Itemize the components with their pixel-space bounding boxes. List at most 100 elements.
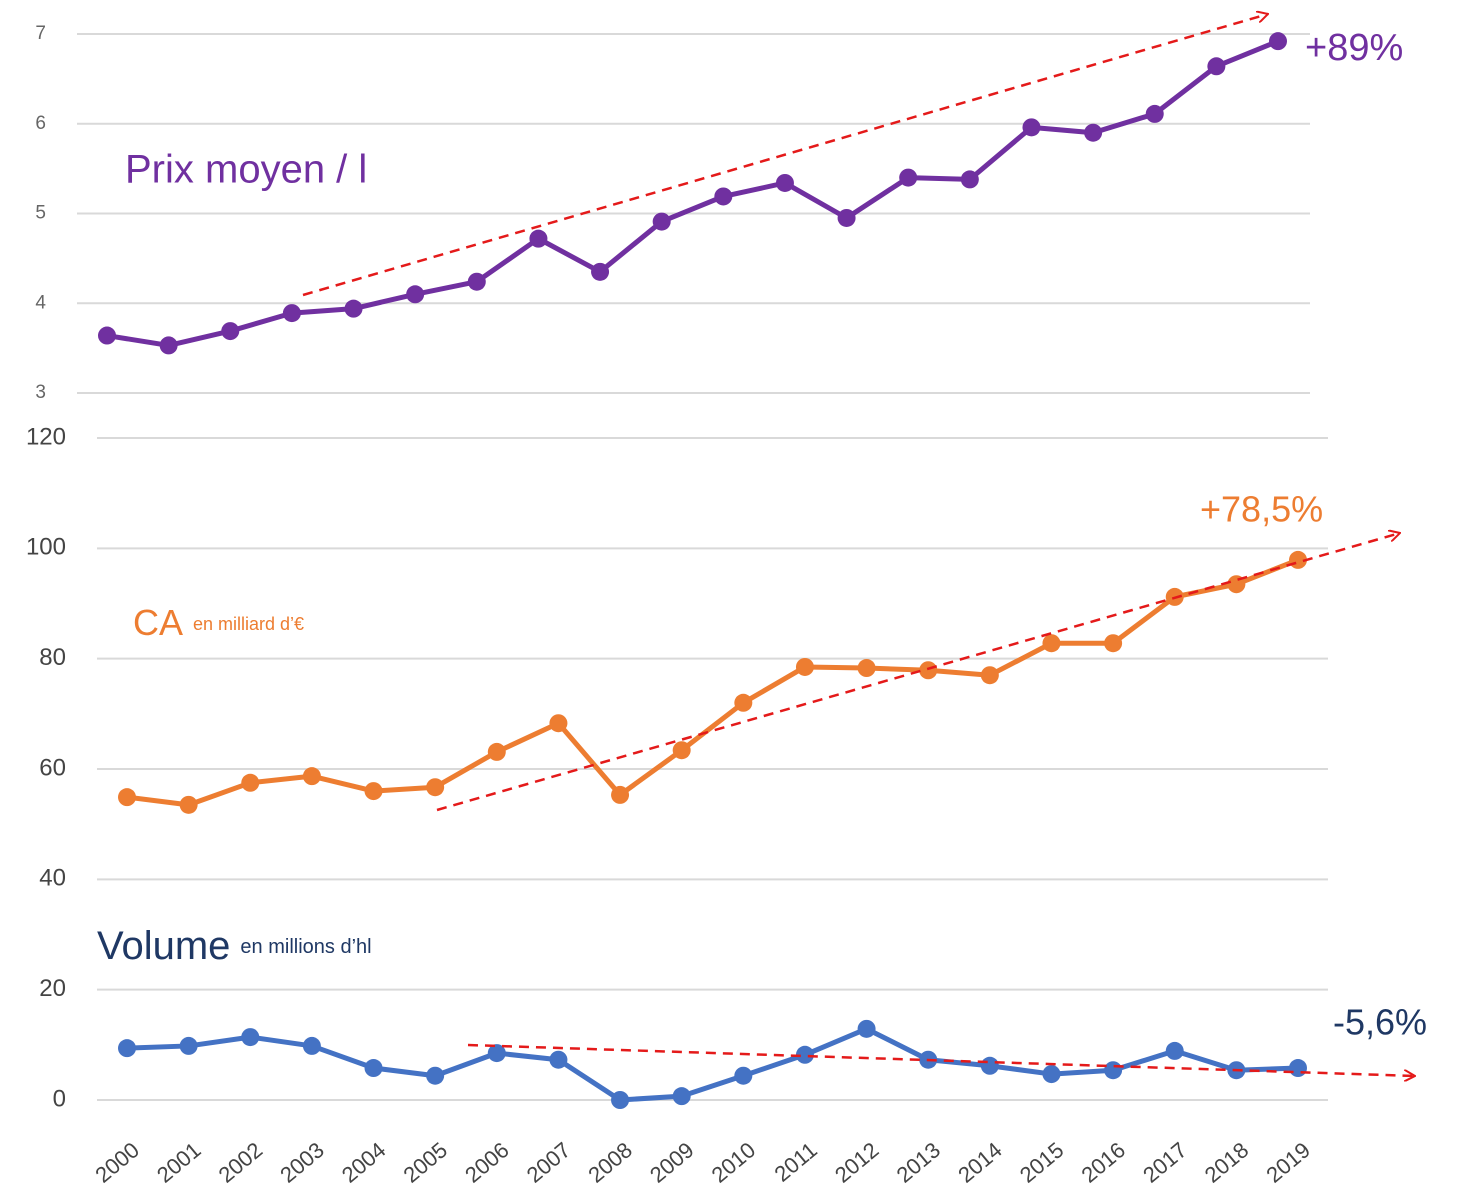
point bbox=[1165, 1041, 1184, 1060]
point bbox=[241, 773, 260, 792]
point bbox=[549, 1050, 568, 1069]
y-tick-label: 0 bbox=[53, 1085, 66, 1112]
point bbox=[795, 1045, 814, 1064]
point bbox=[672, 1087, 691, 1106]
point bbox=[426, 778, 445, 797]
point bbox=[837, 208, 856, 227]
x-tick-label: 2013 bbox=[892, 1137, 946, 1188]
point bbox=[426, 1066, 445, 1085]
annotation: +89% bbox=[1305, 27, 1403, 69]
x-tick-label: 2009 bbox=[645, 1137, 699, 1188]
y-tick-label: 4 bbox=[35, 292, 46, 313]
point bbox=[118, 788, 136, 807]
x-tick-label: 2007 bbox=[522, 1137, 576, 1188]
point bbox=[364, 782, 383, 801]
point bbox=[980, 666, 999, 685]
x-tick-label: 2004 bbox=[337, 1137, 391, 1188]
point bbox=[775, 173, 794, 192]
point bbox=[1104, 634, 1123, 653]
point bbox=[652, 212, 671, 231]
x-tick-label: 2014 bbox=[953, 1137, 1007, 1188]
trend-arrow bbox=[436, 533, 1400, 812]
annotation: -5,6% bbox=[1333, 1002, 1427, 1043]
y-tick-label: 20 bbox=[39, 975, 66, 1002]
point bbox=[1042, 1065, 1061, 1084]
x-tick-label: 2011 bbox=[770, 1137, 822, 1187]
point bbox=[857, 1019, 876, 1038]
series-line bbox=[126, 1026, 1299, 1103]
x-tick-label: 2006 bbox=[460, 1137, 514, 1188]
series-line bbox=[126, 557, 1299, 808]
point bbox=[1269, 32, 1287, 51]
series-label: Volume en millions d’hl bbox=[97, 924, 372, 968]
point bbox=[611, 1091, 630, 1109]
trend-arrow bbox=[302, 14, 1268, 297]
x-tick-label: 2016 bbox=[1076, 1137, 1130, 1188]
point bbox=[857, 659, 876, 678]
x-tick-label: 2000 bbox=[90, 1137, 144, 1188]
point bbox=[980, 1056, 999, 1075]
point bbox=[734, 1066, 753, 1085]
series-name: CA bbox=[133, 602, 183, 643]
x-tick-label: 2017 bbox=[1138, 1137, 1192, 1188]
point bbox=[406, 285, 425, 304]
point bbox=[487, 742, 506, 761]
point bbox=[734, 693, 753, 712]
trend-arrows bbox=[302, 14, 1415, 1076]
y-tick-label: 120 bbox=[26, 423, 66, 450]
x-tick-label: 2015 bbox=[1015, 1137, 1069, 1188]
y-tick-label: 5 bbox=[35, 203, 46, 224]
point bbox=[919, 661, 938, 680]
point bbox=[179, 795, 198, 814]
point bbox=[1042, 634, 1061, 653]
y-tick-label: 3 bbox=[35, 382, 46, 403]
point bbox=[672, 741, 691, 760]
annotation: +78,5% bbox=[1200, 489, 1323, 530]
point bbox=[302, 767, 321, 786]
point bbox=[241, 1028, 260, 1047]
series-label: Prix moyen / l bbox=[125, 148, 367, 192]
point bbox=[1145, 104, 1164, 123]
point bbox=[1104, 1061, 1123, 1080]
point bbox=[795, 657, 814, 676]
x-tick-label: 2010 bbox=[707, 1137, 761, 1188]
point bbox=[159, 336, 178, 355]
x-tick-label: 2018 bbox=[1200, 1137, 1254, 1188]
point bbox=[611, 785, 630, 804]
trend-arrow bbox=[467, 1043, 1415, 1076]
y-tick-label: 7 bbox=[35, 23, 46, 44]
point bbox=[179, 1036, 198, 1055]
point bbox=[1084, 123, 1103, 142]
point bbox=[487, 1044, 506, 1063]
point bbox=[1207, 57, 1226, 76]
y-tick-label: 6 bbox=[35, 113, 46, 134]
point bbox=[1289, 1059, 1307, 1078]
point bbox=[98, 326, 116, 345]
point bbox=[302, 1036, 321, 1055]
point bbox=[221, 322, 240, 341]
point bbox=[282, 304, 301, 323]
point bbox=[1022, 118, 1041, 137]
point bbox=[344, 299, 363, 318]
x-tick-label: 2002 bbox=[214, 1137, 268, 1188]
series-line bbox=[106, 38, 1279, 348]
point bbox=[467, 272, 486, 291]
y-tick-label: 100 bbox=[26, 534, 66, 561]
point bbox=[118, 1039, 136, 1058]
series-name: Volume bbox=[97, 924, 230, 968]
x-tick-label: 2012 bbox=[830, 1137, 884, 1188]
x-tick-label: 2001 bbox=[152, 1137, 206, 1188]
x-tick-label: 2019 bbox=[1261, 1137, 1315, 1188]
point bbox=[591, 262, 610, 281]
point bbox=[899, 168, 918, 187]
point bbox=[529, 229, 548, 248]
point bbox=[364, 1059, 383, 1078]
x-tick-label: 2008 bbox=[583, 1137, 637, 1188]
x-tick-label: 2003 bbox=[275, 1137, 329, 1188]
point bbox=[960, 170, 979, 189]
series-unit: en milliard d’€ bbox=[193, 614, 304, 634]
point bbox=[714, 187, 733, 206]
point bbox=[549, 714, 568, 733]
series-unit: en millions d’hl bbox=[240, 936, 371, 958]
